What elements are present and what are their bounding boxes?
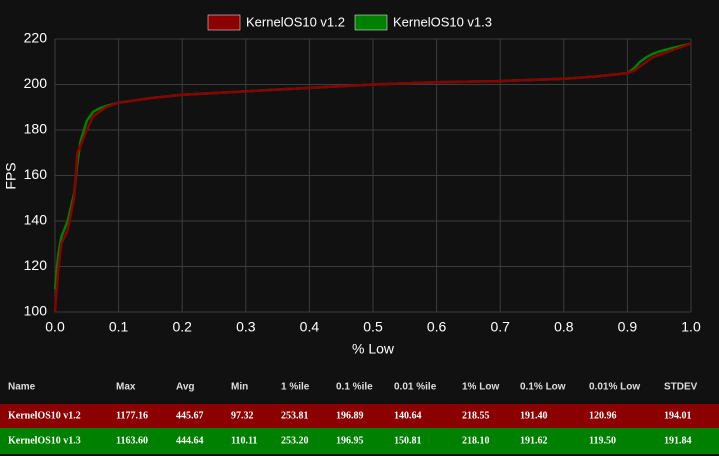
- x-tick-label: 0.3: [236, 319, 256, 335]
- y-tick-label: 220: [24, 30, 48, 46]
- y-tick-label: 140: [24, 212, 48, 228]
- series-line: [53, 42, 692, 313]
- table-cell: 445.67: [176, 410, 204, 421]
- x-tick-label: 0.4: [300, 319, 320, 335]
- x-tick-label: 0.6: [427, 319, 447, 335]
- table-cell: 253.81: [281, 410, 309, 421]
- x-tick-label: 1.0: [681, 319, 701, 335]
- y-tick-label: 160: [24, 166, 48, 182]
- table-header: Name: [8, 382, 36, 393]
- table-cell: 120.96: [589, 410, 617, 421]
- table-cell: 119.50: [589, 435, 616, 446]
- table-header: Min: [231, 382, 248, 393]
- legend-swatch: [354, 14, 388, 31]
- table-header: Max: [116, 382, 136, 393]
- table-cell: 1177.16: [116, 410, 148, 421]
- table-cell: 110.11: [231, 435, 257, 446]
- table-cell: 191.40: [520, 410, 548, 421]
- x-tick-label: 0.0: [45, 319, 65, 335]
- x-tick-label: 0.9: [618, 319, 638, 335]
- legend-label: KernelOS10 v1.2: [246, 14, 345, 29]
- y-tick-label: 180: [24, 121, 48, 137]
- table-header: 0.1% Low: [520, 382, 566, 393]
- x-tick-label: 0.5: [363, 319, 383, 335]
- table-header: 1% Low: [462, 382, 499, 393]
- table-row-bg: [0, 404, 719, 428]
- y-axis-label: FPS: [3, 162, 19, 189]
- table-row-bg: [0, 428, 719, 454]
- legend-label: KernelOS10 v1.3: [393, 14, 492, 29]
- table-cell: KernelOS10 v1.3: [8, 435, 81, 446]
- table-cell: 218.10: [462, 435, 490, 446]
- y-tick-label: 120: [24, 257, 48, 273]
- y-tick-label: 200: [24, 75, 48, 91]
- table-cell: 97.32: [231, 410, 254, 421]
- table-cell: 194.01: [664, 410, 692, 421]
- table-header: 0.1 %ile: [336, 382, 373, 393]
- legend-swatch: [207, 14, 241, 31]
- x-tick-label: 0.1: [109, 319, 129, 335]
- table-cell: KernelOS10 v1.2: [8, 410, 81, 421]
- table-header: 0.01 %ile: [394, 382, 437, 393]
- table-cell: 150.81: [394, 435, 422, 446]
- table-cell: 218.55: [462, 410, 490, 421]
- table-cell: 1163.60: [116, 435, 148, 446]
- x-tick-label: 0.7: [490, 319, 510, 335]
- table-cell: 191.62: [520, 435, 548, 446]
- table-cell: 140.64: [394, 410, 422, 421]
- table-cell: 444.64: [176, 435, 204, 446]
- table-header: STDEV: [664, 382, 698, 393]
- table-header: 0.01% Low: [589, 382, 640, 393]
- x-axis-label: % Low: [352, 341, 395, 357]
- table-cell: 196.95: [336, 435, 364, 446]
- table-header: Avg: [176, 382, 195, 393]
- table-header: 1 %ile: [281, 382, 310, 393]
- table-cell: 253.20: [281, 435, 309, 446]
- table-cell: 196.89: [336, 410, 364, 421]
- x-tick-label: 0.8: [554, 319, 574, 335]
- x-tick-label: 0.2: [172, 319, 192, 335]
- y-tick-label: 100: [24, 303, 48, 319]
- table-cell: 191.84: [664, 435, 692, 446]
